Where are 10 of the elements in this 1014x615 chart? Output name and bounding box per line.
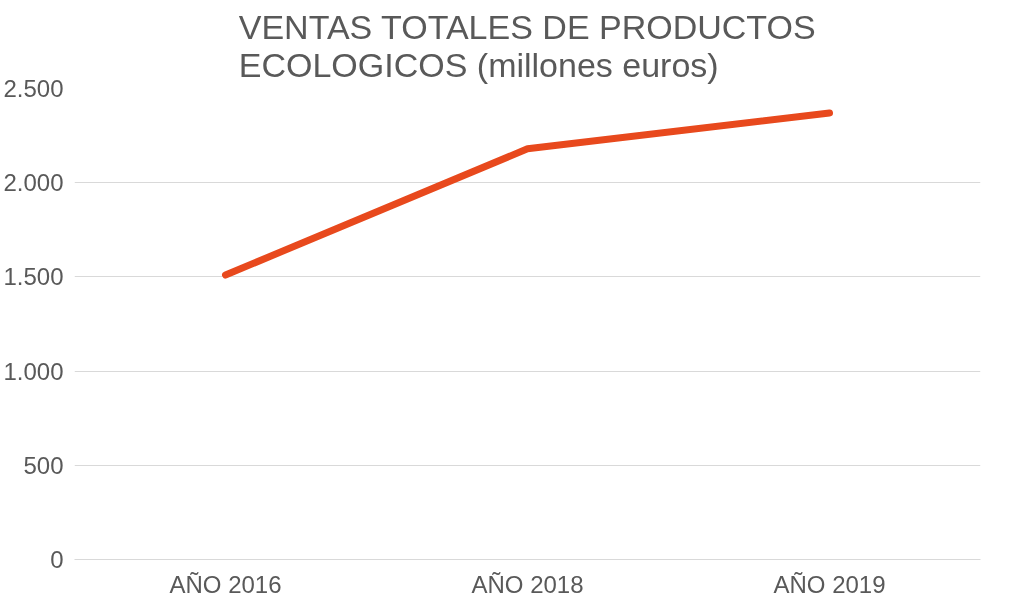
y-tick-label: 0 bbox=[50, 546, 64, 573]
x-tick-label: AÑO 2016 bbox=[169, 570, 282, 598]
y-tick-label: 1.000 bbox=[3, 357, 64, 385]
y-tick-label: 1.500 bbox=[3, 263, 64, 291]
x-tick-label: AÑO 2018 bbox=[471, 570, 584, 598]
y-tick-label: 500 bbox=[23, 451, 64, 479]
y-tick-label: 2.500 bbox=[3, 75, 64, 102]
chart-title: VENTAS TOTALES DE PRODUCTOS ECOLOGICOS (millones euros) bbox=[238, 7, 816, 84]
y-tick-label: 2.000 bbox=[3, 169, 64, 197]
x-tick-label: AÑO 2019 bbox=[773, 570, 886, 598]
